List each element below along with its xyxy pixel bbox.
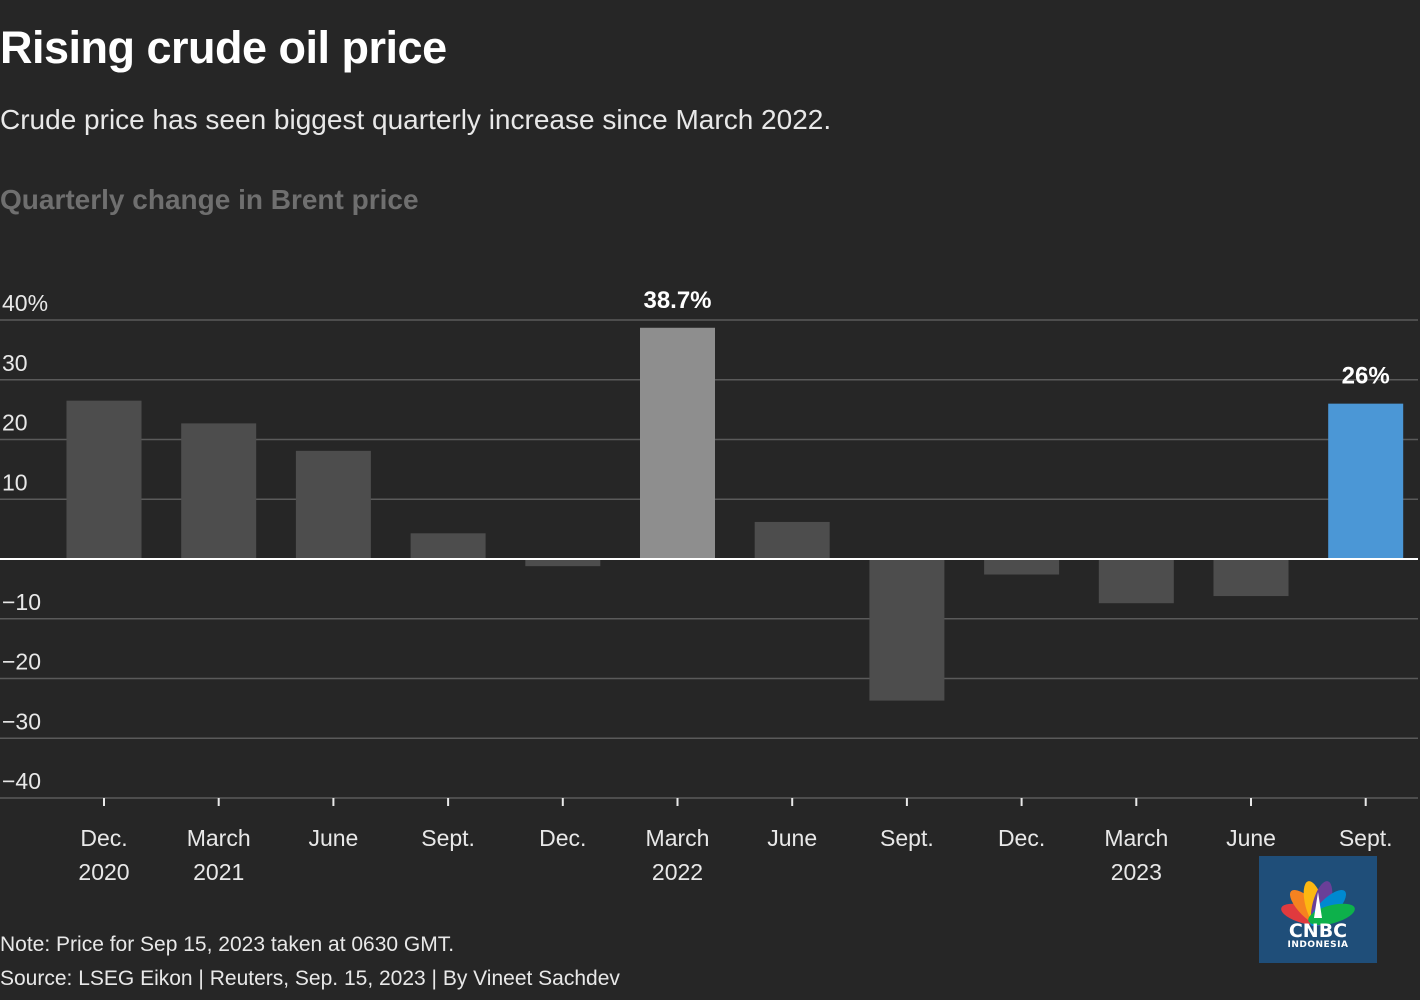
x-tick-label: March — [1104, 825, 1168, 851]
y-tick-label: 20 — [2, 410, 28, 436]
y-tick-label: −40 — [2, 768, 41, 794]
bar — [1328, 403, 1404, 559]
y-tick-label: 30 — [2, 350, 28, 376]
bar — [410, 533, 486, 559]
page-title: Rising crude oil price — [0, 22, 447, 73]
data-label: 38.7% — [643, 287, 711, 314]
x-tick-year-label: 2023 — [1111, 859, 1162, 885]
x-tick-label: Dec. — [80, 825, 127, 851]
x-tick-year-label: 2022 — [652, 859, 703, 885]
x-tick-label: June — [308, 825, 358, 851]
x-tick-label: Dec. — [998, 825, 1045, 851]
x-tick-label: Sept. — [421, 825, 475, 851]
x-tick-label: Sept. — [1339, 825, 1393, 851]
chart-label: Quarterly change in Brent price — [0, 184, 419, 215]
logo-subname: INDONESIA — [1287, 940, 1349, 950]
y-tick-label: 40% — [2, 290, 48, 316]
bar — [1098, 559, 1174, 604]
bar — [640, 327, 715, 559]
bar — [66, 400, 142, 559]
x-tick-label: March — [187, 825, 251, 851]
x-tick-year-label: 2020 — [78, 859, 129, 885]
page-subtitle: Crude price has seen biggest quarterly i… — [0, 104, 832, 135]
chart-source: Source: LSEG Eikon | Reuters, Sep. 15, 2… — [0, 967, 620, 990]
y-tick-label: −10 — [2, 589, 41, 615]
bar — [181, 423, 257, 559]
x-tick-label: June — [767, 825, 817, 851]
y-tick-label: 10 — [2, 469, 28, 495]
logo-name: CNBC — [1288, 920, 1348, 942]
x-tick-label: June — [1226, 825, 1276, 851]
x-tick-label: Sept. — [880, 825, 934, 851]
y-tick-label: −30 — [2, 708, 41, 734]
data-labels: 38.7% 26% — [643, 287, 1389, 390]
peacock-icon — [1281, 881, 1355, 926]
y-axis-labels: 40% 30 20 10 −10 −20 −30 −40 — [2, 290, 48, 794]
bar — [295, 450, 371, 559]
bar — [754, 521, 830, 559]
bar — [525, 559, 601, 567]
bar — [984, 559, 1060, 575]
cnbc-logo: CNBC INDONESIA — [1259, 856, 1377, 963]
x-tick-year-label: 2021 — [193, 859, 244, 885]
bar-chart: 40% 30 20 10 −10 −20 −30 −40 38.7% 26% Dec. 2020 M… — [0, 287, 1418, 885]
y-tick-label: −20 — [2, 649, 41, 675]
x-axis: Dec. 2020 March 2021 June Sept. Dec. March 2022 J… — [78, 798, 1393, 885]
data-label: 26% — [1342, 363, 1390, 390]
bar — [1213, 559, 1289, 597]
bars — [66, 327, 1404, 701]
chart-note: Note: Price for Sep 15, 2023 taken at 06… — [0, 933, 455, 956]
x-tick-label: March — [646, 825, 710, 851]
bar — [869, 559, 945, 701]
x-tick-label: Dec. — [539, 825, 586, 851]
